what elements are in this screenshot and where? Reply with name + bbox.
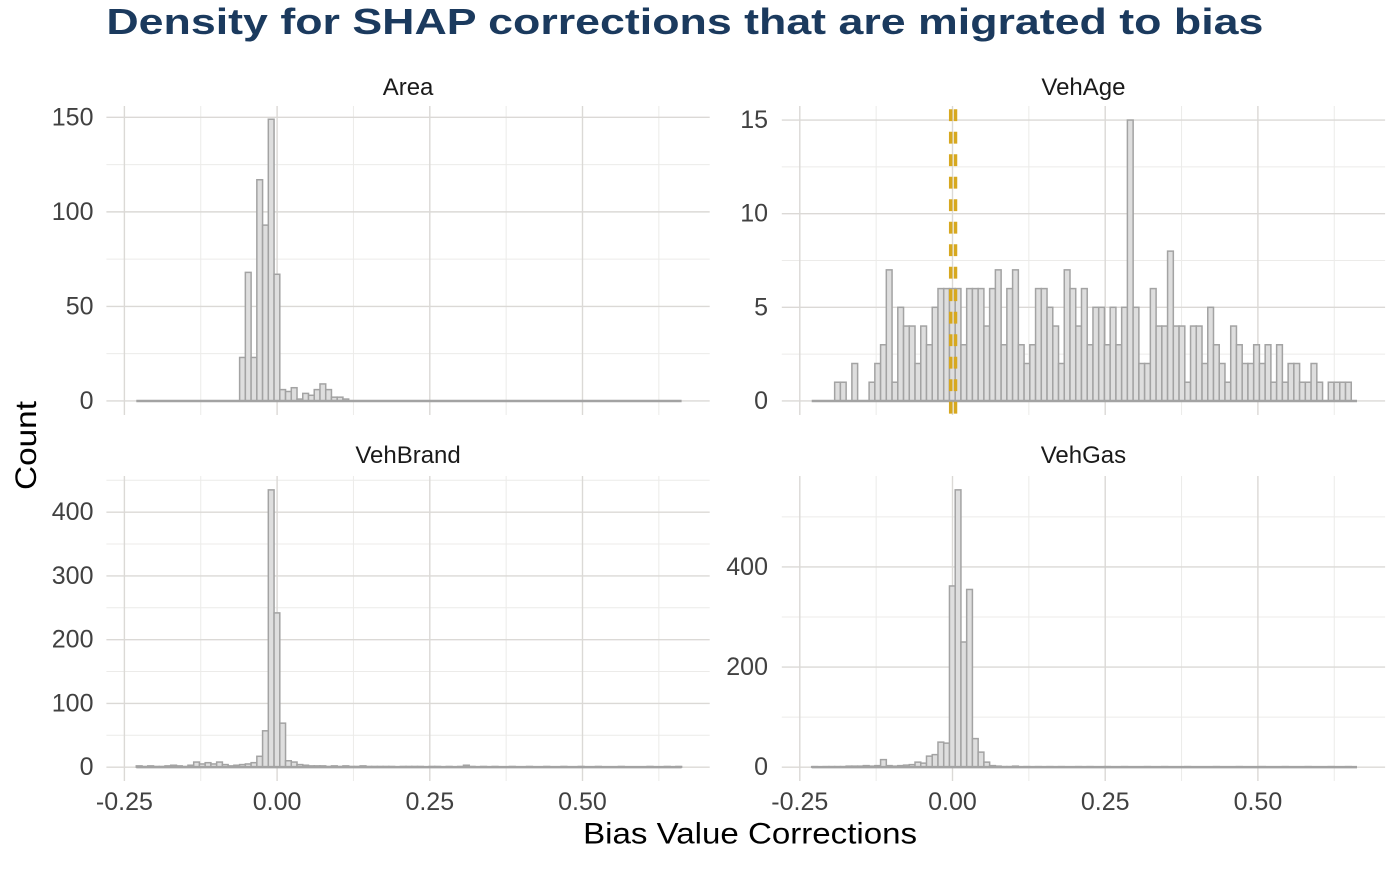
svg-text:Density for SHAP corrections t: Density for SHAP corrections that are mi… — [106, 1, 1263, 42]
svg-text:0.25: 0.25 — [405, 788, 454, 816]
svg-text:150: 150 — [52, 103, 94, 131]
svg-text:0.00: 0.00 — [253, 788, 302, 816]
svg-text:VehAge: VehAge — [1041, 74, 1125, 101]
svg-text:200: 200 — [52, 626, 94, 654]
svg-text:VehGas: VehGas — [1041, 442, 1126, 469]
svg-text:0: 0 — [80, 753, 94, 781]
svg-text:200: 200 — [726, 653, 768, 681]
svg-text:10: 10 — [740, 200, 768, 228]
svg-text:-0.25: -0.25 — [771, 788, 828, 816]
svg-text:0.50: 0.50 — [558, 788, 607, 816]
svg-text:0: 0 — [754, 753, 768, 781]
svg-text:0.00: 0.00 — [928, 788, 977, 816]
svg-text:400: 400 — [726, 553, 768, 581]
svg-text:100: 100 — [52, 689, 94, 717]
svg-text:300: 300 — [52, 562, 94, 590]
svg-text:5: 5 — [754, 293, 768, 321]
svg-text:15: 15 — [740, 106, 768, 134]
svg-text:VehBrand: VehBrand — [355, 442, 460, 469]
svg-text:400: 400 — [52, 498, 94, 526]
svg-text:Count: Count — [10, 400, 43, 490]
svg-text:50: 50 — [66, 292, 94, 320]
svg-text:0: 0 — [80, 387, 94, 415]
svg-text:0: 0 — [754, 387, 768, 415]
svg-text:0.25: 0.25 — [1081, 788, 1130, 816]
svg-text:-0.25: -0.25 — [96, 788, 153, 816]
svg-text:Area: Area — [383, 74, 434, 101]
svg-text:0.50: 0.50 — [1234, 788, 1283, 816]
svg-text:Bias Value Corrections: Bias Value Corrections — [583, 818, 917, 851]
svg-text:100: 100 — [52, 198, 94, 226]
